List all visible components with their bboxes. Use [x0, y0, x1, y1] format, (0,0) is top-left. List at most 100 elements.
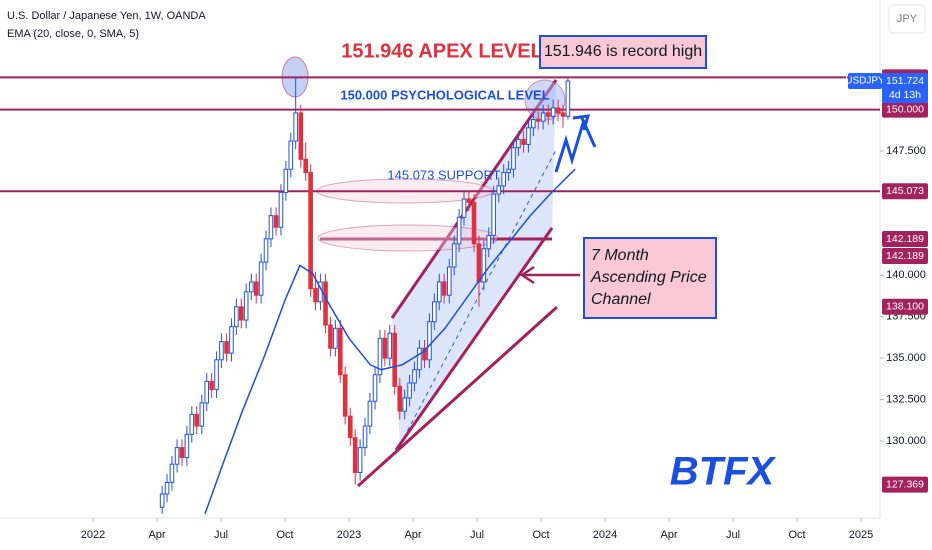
candle-body	[328, 324, 333, 349]
indicator: EMA (20, close, 0, SMA, 5)	[7, 28, 139, 40]
candle-body	[362, 425, 368, 449]
candle-body	[243, 291, 249, 321]
last-symbol: USDJPY	[845, 76, 885, 87]
candle-body	[229, 326, 234, 354]
y-tick-label: 147.500	[886, 145, 926, 157]
blue-arrow-2	[580, 117, 597, 148]
red-arrow-head	[519, 265, 535, 285]
candle-body	[293, 112, 298, 142]
candle-body	[278, 191, 284, 228]
candle-body	[219, 341, 224, 361]
support-text: 145.073 SUPPORT	[387, 167, 500, 182]
candle-body	[481, 248, 487, 283]
candle-body	[476, 243, 482, 283]
candle-body	[372, 374, 378, 402]
candle-body	[377, 337, 383, 376]
candle-body	[253, 281, 259, 296]
price-tag-label: 145.073	[886, 185, 924, 197]
candle-body	[337, 327, 343, 376]
candle-body	[451, 243, 457, 268]
candle-body	[209, 380, 214, 391]
channel-bottom	[394, 227, 554, 451]
candle-body	[461, 198, 467, 218]
candle-body	[511, 147, 516, 170]
candle-body	[516, 138, 521, 149]
candle-body	[342, 374, 348, 417]
x-tick-label: Oct	[788, 529, 805, 541]
y-tick-label: 132.500	[886, 393, 926, 405]
x-tick-label: 2023	[337, 529, 361, 541]
candle-body	[214, 359, 219, 391]
price-tag-label: 138.100	[886, 301, 924, 313]
candle-body	[194, 413, 199, 427]
last-symbol-tag	[848, 73, 882, 90]
candle-body	[427, 321, 432, 361]
candle-body	[174, 447, 180, 465]
candle-body	[456, 216, 462, 245]
x-tick-label: 2024	[593, 529, 617, 541]
psych-text: 150.000 PSYCHOLOGICAL LEVEL	[340, 87, 549, 102]
level-ellipse	[317, 224, 499, 252]
price-tag	[882, 476, 928, 493]
candle-body	[397, 385, 403, 412]
candle-body	[506, 168, 511, 174]
record-text: 151.946 is record high	[544, 43, 702, 60]
candle-body	[283, 168, 289, 193]
candle-body	[323, 281, 328, 326]
candle-body	[535, 119, 541, 122]
candle-body	[526, 127, 531, 145]
candle-body	[234, 306, 239, 328]
candle-body	[184, 433, 190, 459]
candle-body	[540, 112, 546, 122]
y-tick-label: 140.000	[886, 269, 926, 281]
candle-body	[446, 266, 452, 296]
channel-text: Ascending Price	[590, 269, 707, 286]
candle-body	[545, 112, 551, 117]
trend-line	[356, 305, 559, 488]
candle-body	[555, 107, 561, 114]
x-tick-label: Jul	[726, 529, 740, 541]
currency-button[interactable]	[888, 4, 926, 34]
candle-body	[179, 447, 185, 459]
candle-body	[313, 288, 318, 303]
candle-body	[565, 80, 571, 117]
price-tag	[882, 231, 928, 248]
candle-body	[189, 413, 195, 435]
candle-body	[436, 281, 442, 303]
candle-body	[273, 215, 279, 228]
x-tick-label: Apr	[660, 529, 677, 541]
drawings	[281, 56, 597, 488]
title: U.S. Dollar / Japanese Yen, 1W, OANDA	[7, 10, 206, 22]
x-tick-label: Apr	[148, 529, 165, 541]
price-tag-label: 142.189	[886, 233, 924, 245]
candle-body	[238, 306, 244, 321]
candle-body	[412, 369, 417, 384]
candle-body	[258, 261, 264, 296]
x-tick-label: Jul	[214, 529, 228, 541]
candle-body	[417, 347, 422, 371]
channel-text: Channel	[591, 291, 651, 308]
countdown: 4d 13h	[889, 89, 921, 101]
channel-fill	[392, 80, 556, 445]
candle-body	[347, 415, 353, 439]
candle-body	[303, 158, 309, 174]
x-tick-label: 2025	[849, 529, 873, 541]
candle-body	[441, 281, 447, 296]
candle-body	[159, 493, 165, 508]
candle-body	[308, 172, 313, 290]
x-tick-label: Oct	[276, 529, 293, 541]
record-box	[539, 35, 707, 69]
candle-body	[288, 140, 294, 170]
candle-body	[466, 198, 472, 203]
candle-body	[367, 400, 373, 427]
candle-body	[486, 235, 492, 250]
logo: BTFX	[670, 450, 777, 494]
candle-body	[204, 380, 210, 404]
price-tag	[882, 248, 928, 265]
price-tag	[882, 101, 928, 118]
price-tag-label: 150.000	[886, 103, 924, 115]
currency[interactable]: JPY	[897, 13, 918, 25]
price-tag	[882, 298, 928, 315]
